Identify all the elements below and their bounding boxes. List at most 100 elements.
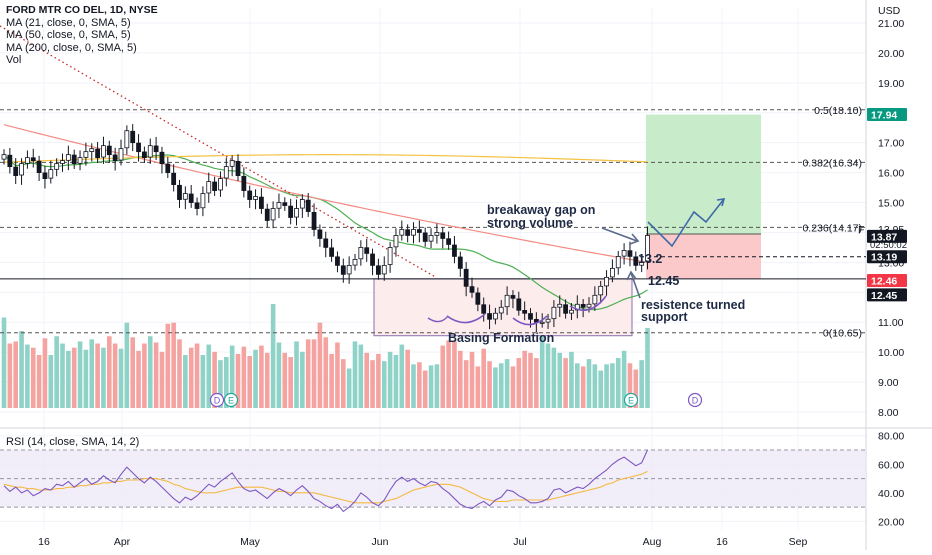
volume-bar <box>171 322 176 408</box>
volume-bar <box>118 348 124 408</box>
volume-bar <box>200 354 206 408</box>
legend-vol: Vol <box>6 54 22 66</box>
price-tick-label: 10.00 <box>878 347 904 359</box>
candle-body <box>147 145 153 158</box>
volume-bar <box>270 304 276 408</box>
candle-body <box>229 160 235 167</box>
volume-bar <box>422 370 428 408</box>
candle-body <box>206 181 212 194</box>
price-badge-label: 13.87 <box>871 231 897 243</box>
candle-body <box>165 163 171 174</box>
volume-layer <box>1 304 650 408</box>
candle-body <box>528 313 533 320</box>
volume-bar <box>633 369 639 408</box>
volume-bar <box>563 358 568 408</box>
candle-body <box>36 160 42 174</box>
candle-body <box>48 169 54 179</box>
candle-body <box>580 304 586 308</box>
candle-body <box>71 154 77 165</box>
candle-body <box>340 265 346 275</box>
candle-body <box>317 229 323 239</box>
candle-body <box>457 256 463 269</box>
price-tick-label: 21.00 <box>878 18 904 30</box>
volume-bar <box>241 346 247 408</box>
candle-body <box>475 292 481 305</box>
candle-body <box>83 151 89 158</box>
candle-body <box>264 208 270 221</box>
candle-body <box>19 163 24 176</box>
candle-body <box>498 306 504 314</box>
volume-bar <box>89 339 95 408</box>
volume-bar <box>71 347 77 408</box>
volume-bar <box>294 341 299 408</box>
candle-body <box>311 212 317 230</box>
volume-bar <box>645 327 650 408</box>
candle-body <box>604 276 609 287</box>
moving-averages-layer <box>0 25 648 311</box>
volume-bar <box>305 339 311 408</box>
volume-bar <box>627 363 633 408</box>
volume-bar <box>557 352 563 408</box>
price-badge-label: 17.94 <box>871 110 897 122</box>
candle-body <box>487 313 492 320</box>
candle-body <box>539 321 545 324</box>
candle-body <box>551 306 557 320</box>
volume-bar <box>13 341 18 408</box>
last-price-label: 13.95 <box>878 224 904 236</box>
volume-bar <box>317 322 323 408</box>
volume-bar <box>77 341 83 408</box>
time-tick-label: Apr <box>114 536 131 548</box>
rsi-line <box>3 449 649 513</box>
symbol-f-label: F <box>858 224 864 236</box>
candle-body <box>346 264 352 275</box>
time-tick-label: Aug <box>643 536 662 548</box>
candle-body <box>141 151 147 159</box>
projection-path <box>647 198 725 248</box>
basing-arc <box>446 313 486 324</box>
target-zone <box>646 114 761 234</box>
candle-body <box>65 154 71 161</box>
price-badge-label: 13.19 <box>871 252 897 264</box>
candle-body <box>30 157 36 162</box>
candle-body <box>1 154 7 160</box>
volume-bar <box>1 317 7 408</box>
volume-bar <box>621 350 627 408</box>
volume-bar <box>30 347 36 408</box>
volume-bar <box>288 357 293 408</box>
volume-bar <box>504 359 510 408</box>
candle-body <box>241 175 247 191</box>
candle-body <box>463 268 469 287</box>
volume-bar <box>364 352 369 408</box>
resistance-text-line1: resistence turned <box>641 298 745 312</box>
candle-body <box>516 298 522 311</box>
candle-body <box>305 199 311 212</box>
volume-bar <box>510 366 516 408</box>
volume-bar <box>516 358 522 408</box>
volume-bar <box>300 351 305 408</box>
candle-body <box>481 304 487 314</box>
candle-body <box>381 264 387 275</box>
candle-body <box>633 256 639 266</box>
candle-body <box>282 202 288 206</box>
volume-bar <box>276 342 282 408</box>
candle-body <box>218 178 223 191</box>
rsi-tick-label: 60.00 <box>878 459 904 471</box>
volume-bar <box>194 343 200 408</box>
candle-body <box>177 184 182 200</box>
candle-body <box>639 261 645 266</box>
legend-ma50: MA (50, close, 0, SMA, 5) <box>6 29 131 41</box>
candle-body <box>253 196 258 200</box>
candle-body <box>492 312 498 320</box>
currency-label: USD <box>878 5 901 17</box>
volume-bar <box>329 353 334 408</box>
fib-label: 0.382(16.34) <box>802 157 862 169</box>
candle-body <box>446 238 452 245</box>
candle-body <box>60 160 65 164</box>
candle-body <box>124 130 130 149</box>
resistance-text-line2: support <box>641 310 688 324</box>
volume-bar <box>381 361 387 408</box>
candle-body <box>610 267 615 278</box>
downtrend-line <box>0 25 437 278</box>
candle-body <box>405 229 411 236</box>
volume-bar <box>370 360 375 408</box>
